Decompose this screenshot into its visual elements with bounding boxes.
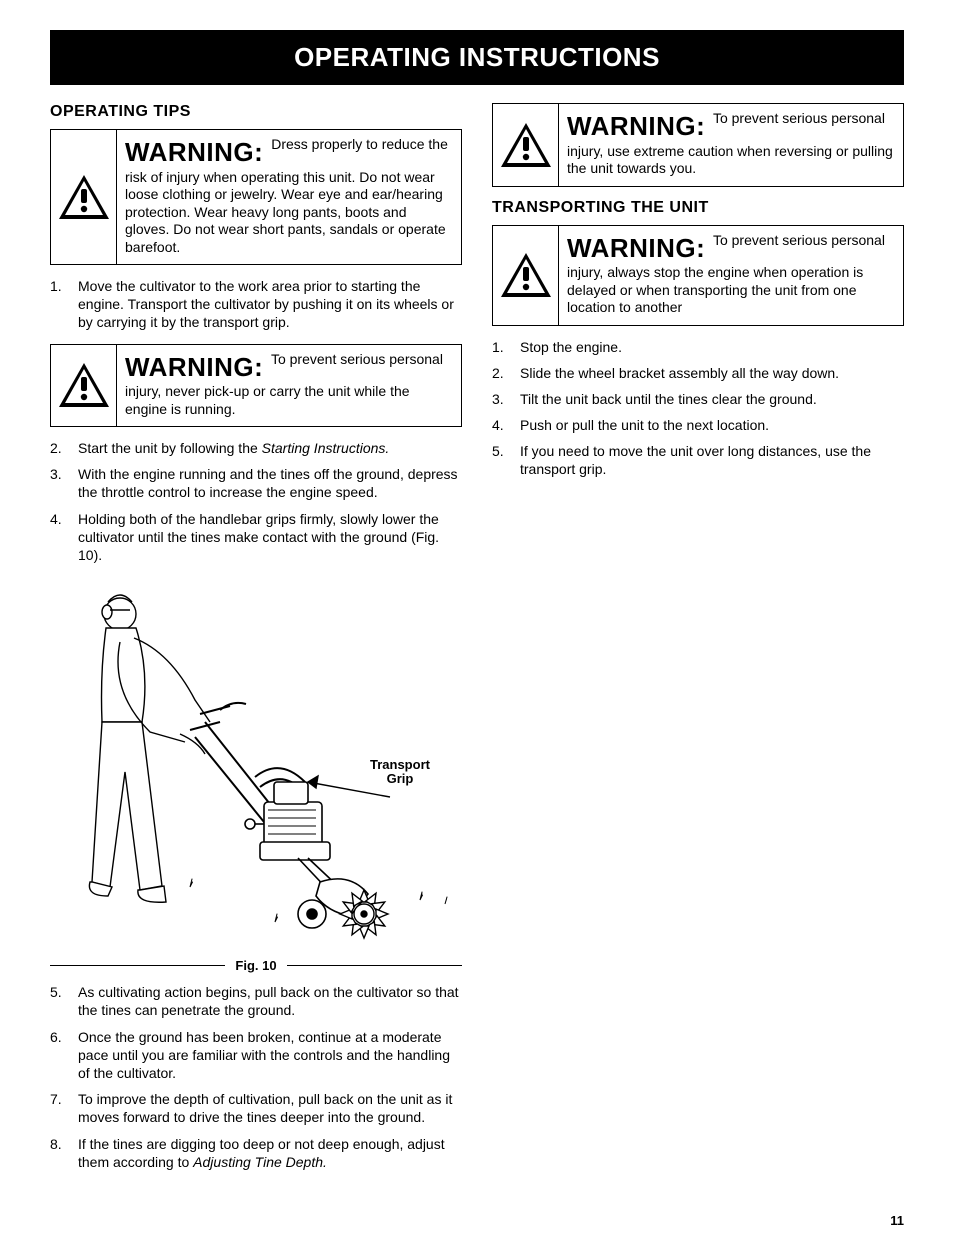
operating-tips-heading: OPERATING TIPS: [50, 103, 462, 121]
page-title-bar: OPERATING INSTRUCTIONS: [50, 30, 904, 85]
callout-line2: Grip: [387, 771, 414, 786]
warning-triangle-icon: [57, 361, 111, 409]
step-item: Once the ground has been broken, continu…: [50, 1028, 462, 1083]
step-item: As cultivating action begins, pull back …: [50, 983, 462, 1019]
transporting-heading: TRANSPORTING THE UNIT: [492, 199, 904, 217]
figure-caption-row: Fig. 10: [50, 958, 462, 973]
warning-text: WARNING: To prevent serious personal inj…: [117, 345, 461, 427]
step-item: If you need to move the unit over long d…: [492, 442, 904, 478]
warning-box-transport: WARNING: To prevent serious personal inj…: [492, 225, 904, 326]
step-item: If the tines are digging too deep or not…: [50, 1135, 462, 1171]
steps-list-1: Move the cultivator to the work area pri…: [50, 277, 462, 332]
caption-rule: [50, 965, 225, 966]
transport-steps: Stop the engine. Slide the wheel bracket…: [492, 338, 904, 479]
warning-icon-cell: [51, 345, 117, 427]
step-item: Move the cultivator to the work area pri…: [50, 277, 462, 332]
step-item: Start the unit by following the Starting…: [50, 439, 462, 457]
step-italic: Adjusting Tine Depth.: [193, 1154, 327, 1170]
figure-10: Transport Grip Fig. 10: [50, 582, 462, 973]
left-column: OPERATING TIPS WARNING: Dress properly t…: [50, 103, 462, 1183]
step-item: Slide the wheel bracket assembly all the…: [492, 364, 904, 382]
warning-box-reversing: WARNING: To prevent serious personal inj…: [492, 103, 904, 187]
warning-triangle-icon: [57, 173, 111, 221]
warning-box-dress: WARNING: Dress properly to reduce the ri…: [50, 129, 462, 265]
warning-icon-cell: [493, 226, 559, 325]
warning-text: WARNING: To prevent serious personal inj…: [559, 226, 903, 325]
step-item: Holding both of the handlebar grips firm…: [50, 510, 462, 565]
step-item: Push or pull the unit to the next locati…: [492, 416, 904, 434]
warning-label: WARNING:: [125, 352, 263, 382]
page-number: 11: [50, 1213, 904, 1228]
warning-triangle-icon: [499, 251, 553, 299]
step-text: Start the unit by following the: [78, 440, 262, 456]
step-italic: Starting Instructions.: [262, 440, 390, 456]
step-item: Tilt the unit back until the tines clear…: [492, 390, 904, 408]
warning-label: WARNING:: [567, 111, 705, 141]
transport-grip-callout: Transport Grip: [370, 758, 430, 787]
warning-box-pickup: WARNING: To prevent serious personal inj…: [50, 344, 462, 428]
warning-label: WARNING:: [125, 137, 263, 167]
warning-triangle-icon: [499, 121, 553, 169]
warning-icon-cell: [51, 130, 117, 264]
warning-text: WARNING: Dress properly to reduce the ri…: [117, 130, 461, 264]
steps-list-3: As cultivating action begins, pull back …: [50, 983, 462, 1171]
steps-list-2: Start the unit by following the Starting…: [50, 439, 462, 564]
right-column: WARNING: To prevent serious personal inj…: [492, 103, 904, 1183]
step-item: With the engine running and the tines of…: [50, 465, 462, 501]
figure-caption: Fig. 10: [231, 958, 280, 973]
step-item: Stop the engine.: [492, 338, 904, 356]
figure-art: Transport Grip: [50, 582, 462, 952]
callout-line1: Transport: [370, 757, 430, 772]
caption-rule: [287, 965, 462, 966]
step-item: To improve the depth of cultivation, pul…: [50, 1090, 462, 1126]
warning-icon-cell: [493, 104, 559, 186]
warning-label: WARNING:: [567, 233, 705, 263]
two-column-layout: OPERATING TIPS WARNING: Dress properly t…: [50, 103, 904, 1183]
warning-text: WARNING: To prevent serious personal inj…: [559, 104, 903, 186]
